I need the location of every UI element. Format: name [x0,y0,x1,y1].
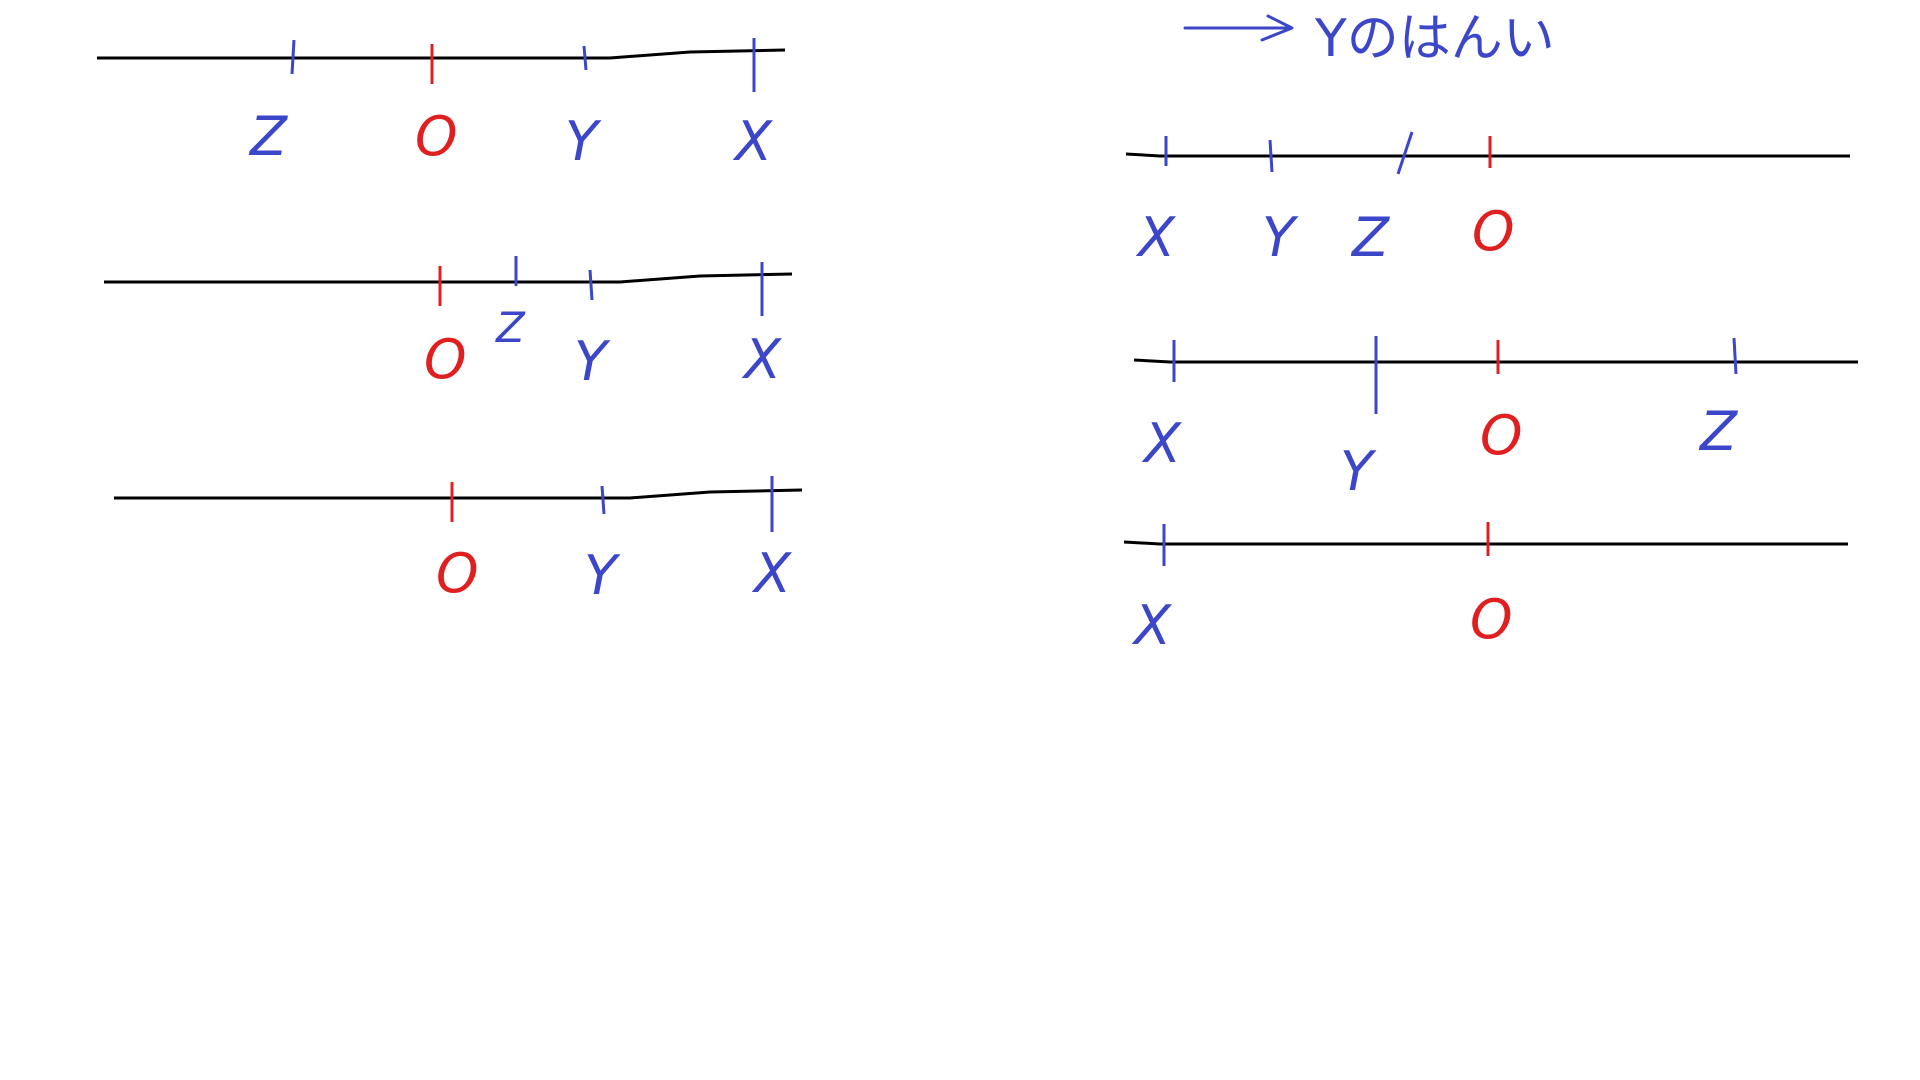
tick-label-y: Y [574,330,611,393]
axis-line [104,272,793,284]
number-line-left-1: Z O Y X [97,38,786,173]
tick-label-z: Z [1350,206,1390,269]
number-line-left-2: O Z Y X [104,256,793,393]
axis-line [1125,152,1850,158]
tick-label-origin: O [415,105,458,168]
tick-z [1732,337,1738,375]
tick-label-origin: O [1480,404,1523,467]
axis-line [114,488,803,500]
note: Yのはんい [1183,9,1555,69]
tick-label-origin: O [424,328,467,391]
tick-z [1396,131,1414,175]
tick-label-x: X [732,110,773,173]
tick-label-origin: O [1472,200,1515,263]
axis-line [1133,358,1858,364]
axis-line [1123,540,1848,546]
arrow-icon [1183,14,1294,42]
tick-label-origin: O [1470,588,1513,651]
tick-y [588,269,594,301]
tick-label-origin: O [436,542,479,605]
tick-label-y: Y [1340,440,1377,503]
tick-label-x: X [751,542,792,605]
tick-y [1268,139,1274,173]
tick-y [600,485,606,515]
tick-label-y: Y [1262,206,1299,269]
tick-label-x: X [741,328,782,391]
tick-label-y: Y [565,110,602,173]
tick-label-x: X [1135,206,1176,269]
tick-label-x: X [1141,412,1182,475]
tick-label-z: Z [495,303,526,352]
number-line-left-3: O Y X [114,476,803,607]
number-line-right-1: X Y Z O [1125,131,1850,269]
axis-line [97,48,786,60]
tick-label-y: Y [584,544,621,607]
tick-label-z: Z [248,105,288,168]
tick-label-x: X [1131,594,1172,657]
tick-y [582,45,588,71]
number-line-right-3: X O [1123,522,1848,657]
tick-label-z: Z [1698,400,1738,463]
tick-z [290,39,296,75]
number-line-right-2: X Y O Z [1133,336,1858,503]
note-text: Yのはんい [1314,9,1555,69]
